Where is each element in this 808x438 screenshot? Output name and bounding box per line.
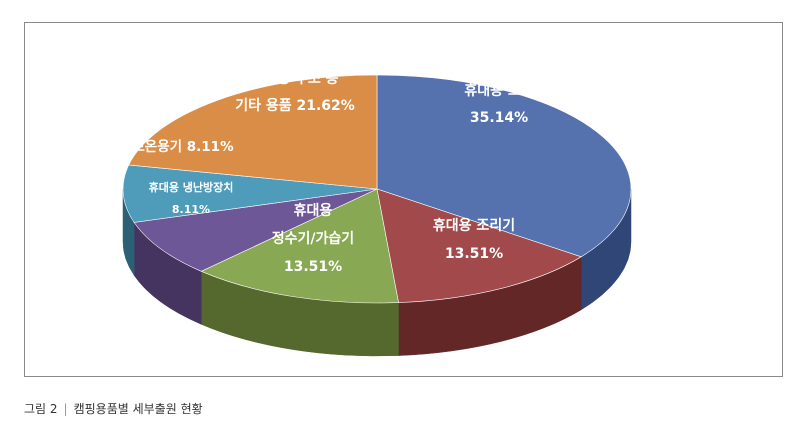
pie-sides: [122, 188, 632, 357]
caption-text: 캠핑용품별 세부출원 현황: [73, 402, 203, 416]
caption-separator: |: [63, 402, 68, 416]
pie-chart: 휴대용 조명 35.14% 휴대용 조리기 13.51% 휴대용 정수기/가습기 13.51…: [122, 71, 632, 357]
data-label-2: 휴대용 정수기/가습기 13.51%: [272, 203, 354, 275]
data-label-1: 휴대용 조리기 13.51%: [433, 218, 515, 262]
pie-labels: 휴대용 조명 35.14% 휴대용 조리기 13.51% 휴대용 정수기/가습기 13.51…: [132, 71, 533, 275]
pie-tops: [122, 74, 632, 304]
data-label-3: 휴대용 냉난방장치 8.11%: [149, 180, 234, 216]
pie-slice-0: [376, 74, 632, 258]
chart-frame: 휴대용 조명 35.14% 휴대용 조리기 13.51% 휴대용 정수기/가습기 13.51…: [24, 22, 783, 377]
pie-slice-3: [133, 188, 378, 272]
pie-slice-4: [122, 164, 378, 223]
data-label-0: 휴대용 조명 35.14%: [464, 82, 533, 126]
pie-slice-5: [128, 74, 378, 190]
data-label-5: 휴대용 수조 등 기타 용품 21.62%: [235, 71, 355, 114]
figure-number: 그림 2: [24, 402, 58, 416]
figure-caption: 그림 2 | 캠핑용품별 세부출원 현황: [24, 400, 203, 417]
pie-slice-2: [200, 188, 399, 304]
pie-slice-1: [376, 188, 582, 303]
data-label-4: 보온용기 8.11%: [132, 139, 234, 155]
